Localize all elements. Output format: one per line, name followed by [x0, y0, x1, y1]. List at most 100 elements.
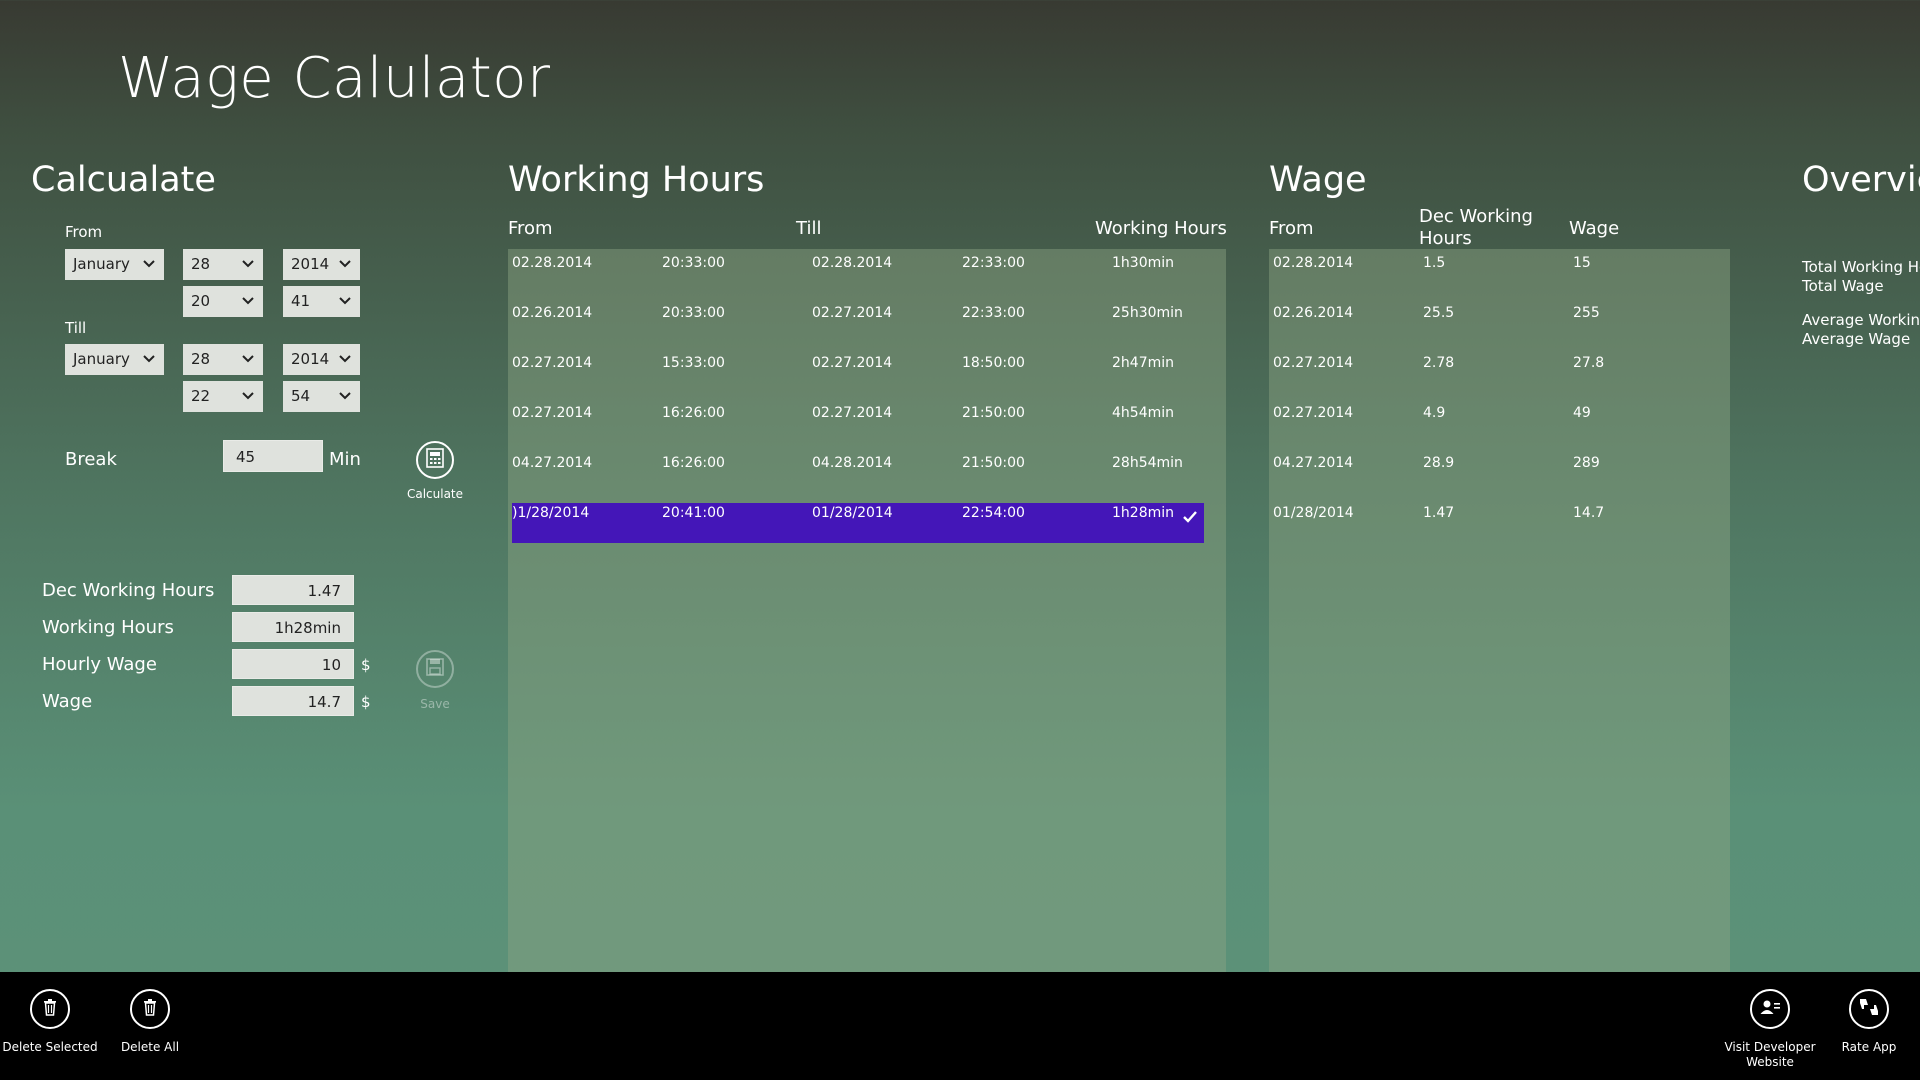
- delete-selected-button[interactable]: [30, 989, 70, 1029]
- till-hour-value: 22: [191, 387, 211, 405]
- wh-row-from-time: 16:26:00: [662, 405, 725, 421]
- calculator-icon: [426, 448, 444, 472]
- wage-row-from: 02.27.2014: [1273, 355, 1354, 371]
- overview-total-wage-label: Total Wage: [1802, 277, 1884, 295]
- wh-row-till-time: 21:50:00: [962, 455, 1025, 471]
- from-day-select[interactable]: 28: [183, 249, 263, 280]
- wage-row-dec-hours: 1.47: [1423, 505, 1455, 521]
- wh-row-from-date: 02.27.2014: [512, 355, 593, 371]
- chevron-down-icon: [338, 344, 352, 375]
- hourly-wage-label: Hourly Wage: [42, 654, 157, 675]
- calculate-button-label: Calculate: [406, 487, 464, 501]
- wh-row-till-date: 02.27.2014: [812, 355, 893, 371]
- working-hours-field: 1h28min: [232, 612, 354, 642]
- wage-row-from: 01/28/2014: [1273, 505, 1354, 521]
- till-minute-value: 54: [291, 387, 311, 405]
- dec-hours-field: 1.47: [232, 575, 354, 605]
- wh-row-till-date: 02.27.2014: [812, 405, 893, 421]
- wh-row-hours: 4h54min: [1112, 405, 1174, 421]
- wh-row-from-time: 20:33:00: [662, 305, 725, 321]
- from-year-select[interactable]: 2014: [283, 249, 360, 280]
- calculate-button[interactable]: [416, 441, 454, 479]
- from-hour-value: 20: [191, 292, 211, 310]
- till-day-select[interactable]: 28: [183, 344, 263, 375]
- wh-row-till-time: 21:50:00: [962, 405, 1025, 421]
- till-label: Till: [65, 319, 87, 337]
- from-minute-select[interactable]: 41: [283, 286, 360, 317]
- rate-app-label: Rate App: [1841, 1040, 1897, 1054]
- break-input[interactable]: 45: [223, 440, 323, 472]
- till-month-select[interactable]: January: [65, 344, 164, 375]
- from-month-select[interactable]: January: [65, 249, 164, 280]
- wage-row-wage: 49: [1573, 405, 1591, 421]
- wage-header-wage: Wage: [1569, 218, 1620, 239]
- save-button[interactable]: [416, 650, 454, 688]
- wh-row-till-time: 18:50:00: [962, 355, 1025, 371]
- wh-header-from: From: [508, 218, 553, 239]
- break-label: Break: [65, 449, 117, 470]
- from-hour-select[interactable]: 20: [183, 286, 263, 317]
- working-hours-list[interactable]: [508, 249, 1226, 972]
- thumbs-up-down-icon: [1858, 997, 1880, 1021]
- wage-row-wage: 255: [1573, 305, 1600, 321]
- wage-row-wage: 15: [1573, 255, 1591, 271]
- selected-row-highlight[interactable]: [512, 503, 1204, 543]
- trash-icon: [142, 998, 158, 1020]
- visit-developer-website-button[interactable]: [1750, 989, 1790, 1029]
- from-label: From: [65, 223, 103, 241]
- delete-all-label: Delete All: [120, 1040, 180, 1054]
- wage-row-wage: 27.8: [1573, 355, 1605, 371]
- chevron-down-icon: [142, 344, 156, 375]
- overview-avg-wage-label: Average Wage: [1802, 330, 1911, 348]
- wage-row-dec-hours: 2.78: [1423, 355, 1455, 371]
- visit-developer-label-line2: Website: [1746, 1055, 1794, 1069]
- delete-all-button[interactable]: [130, 989, 170, 1029]
- wage-currency: $: [361, 693, 371, 711]
- from-day-value: 28: [191, 255, 211, 273]
- wh-row-from-date: 04.27.2014: [512, 455, 593, 471]
- save-icon: [426, 658, 444, 680]
- till-year-select[interactable]: 2014: [283, 344, 360, 375]
- from-year-value: 2014: [291, 255, 330, 273]
- till-hour-select[interactable]: 22: [183, 381, 263, 412]
- break-unit-label: Min: [329, 449, 361, 470]
- wage-label: Wage: [42, 691, 93, 712]
- wage-header-dec-hours: Dec Working Hours: [1419, 206, 1533, 249]
- calculate-section-title: Calcualate: [31, 160, 216, 200]
- wage-row-wage: 289: [1573, 455, 1600, 471]
- wh-row-till-time: 22:33:00: [962, 255, 1025, 271]
- delete-selected-label: Delete Selected: [2, 1040, 98, 1054]
- till-day-value: 28: [191, 350, 211, 368]
- wh-row-from-time: 20:33:00: [662, 255, 725, 271]
- wh-row-till-date: 02.28.2014: [812, 255, 893, 271]
- wage-row-dec-hours: 28.9: [1423, 455, 1455, 471]
- app-bar: Delete Selected Delete All Visit Develop…: [0, 972, 1920, 1080]
- till-minute-select[interactable]: 54: [283, 381, 360, 412]
- wh-row-till-time: 22:54:00: [962, 505, 1025, 521]
- wh-row-hours: 1h30min: [1112, 255, 1174, 271]
- wage-row-from: 04.27.2014: [1273, 455, 1354, 471]
- wage-header-from: From: [1269, 218, 1314, 239]
- wh-row-hours: 2h47min: [1112, 355, 1174, 371]
- working-hours-section-title: Working Hours: [508, 160, 765, 200]
- wage-row-from: 02.27.2014: [1273, 405, 1354, 421]
- hourly-wage-input[interactable]: 10: [232, 649, 354, 679]
- chevron-down-icon: [241, 249, 255, 280]
- contact-card-icon: [1759, 998, 1781, 1020]
- chevron-down-icon: [241, 344, 255, 375]
- rate-app-button[interactable]: [1849, 989, 1889, 1029]
- wh-row-from-date: 02.28.2014: [512, 255, 593, 271]
- dec-hours-label: Dec Working Hours: [42, 580, 215, 601]
- checkmark-icon: [1182, 509, 1198, 528]
- wage-row-dec-hours: 25.5: [1423, 305, 1455, 321]
- app-title: Wage Calulator: [118, 46, 551, 111]
- wh-row-from-date: 02.27.2014: [512, 405, 593, 421]
- wh-row-till-date: 01/28/2014: [812, 505, 893, 521]
- wage-row-from: 02.26.2014: [1273, 305, 1354, 321]
- till-year-value: 2014: [291, 350, 330, 368]
- till-month-value: January: [73, 350, 130, 368]
- wh-row-hours: 25h30min: [1112, 305, 1183, 321]
- wage-row-from: 02.28.2014: [1273, 255, 1354, 271]
- visit-developer-label-line1: Visit Developer: [1724, 1040, 1816, 1054]
- chevron-down-icon: [241, 286, 255, 317]
